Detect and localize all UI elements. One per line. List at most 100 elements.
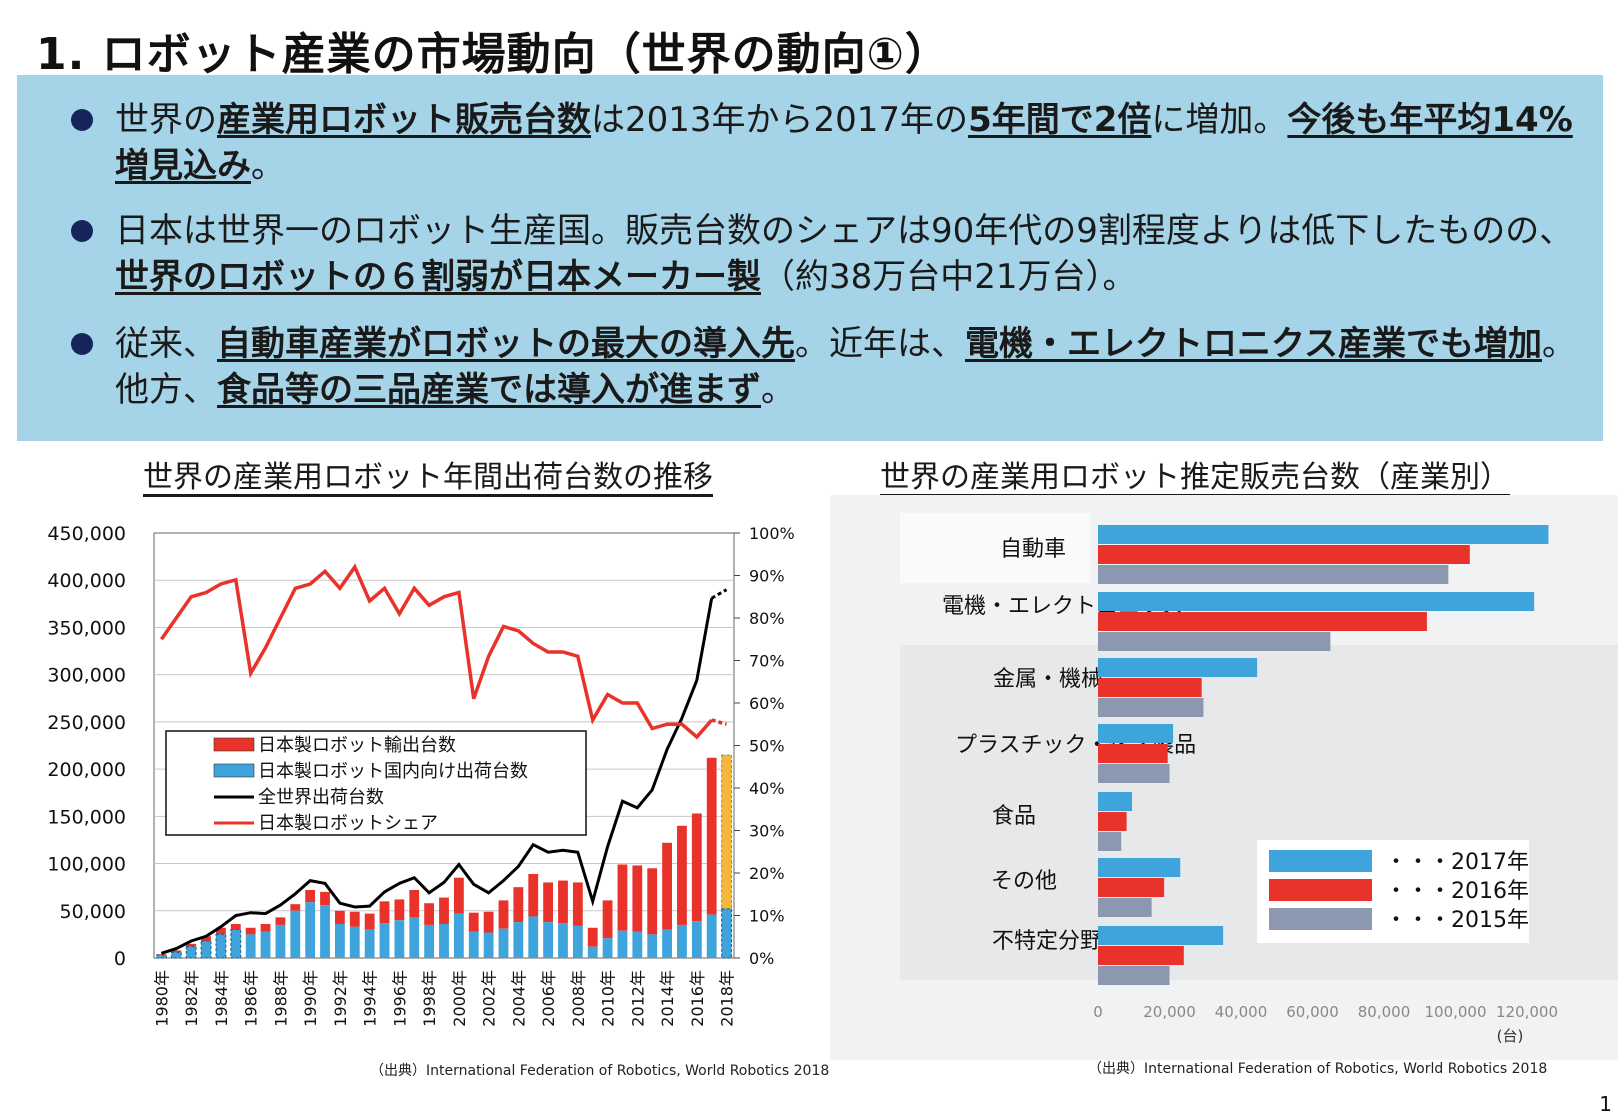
industry-bar xyxy=(1098,792,1132,811)
export-bar xyxy=(379,901,390,924)
y2-tick-label: 100% xyxy=(749,524,795,543)
x-tick-label: 2014年 xyxy=(658,970,677,1027)
export-bar xyxy=(260,924,271,932)
domestic-bar xyxy=(647,934,658,958)
industry-bar xyxy=(1098,632,1331,651)
y2-tick-label: 40% xyxy=(749,779,785,798)
domestic-bar xyxy=(572,925,583,958)
industry-bar xyxy=(1098,612,1427,631)
x-tick-label: 2016年 xyxy=(688,970,707,1027)
export-bar xyxy=(364,913,375,930)
export-bar xyxy=(216,927,226,935)
x-tick-label: 1998年 xyxy=(420,970,439,1027)
legend-label: ・・・2015年 xyxy=(1385,908,1529,933)
bullet-dot-icon xyxy=(71,220,93,242)
x-tick-label: 1984年 xyxy=(212,970,231,1027)
domestic-bar xyxy=(453,913,464,958)
domestic-bar xyxy=(379,923,390,958)
domestic-bar xyxy=(156,954,167,959)
industry-bar xyxy=(1098,678,1202,697)
y-tick-label: 450,000 xyxy=(47,523,126,545)
y-tick-label: 250,000 xyxy=(47,712,126,734)
x-tick-label: 1982年 xyxy=(182,970,201,1027)
x-unit-label: (台) xyxy=(1497,1027,1524,1045)
y-tick-label: 300,000 xyxy=(47,665,126,687)
x-tick-label: 1988年 xyxy=(271,970,290,1027)
bullet-industries: 従来、自動車産業がロボットの最大の導入先。近年は、電機・エレクトロニクス産業でも… xyxy=(71,321,1601,413)
japan-share-line xyxy=(159,563,714,740)
x-tick-label: 1996年 xyxy=(390,970,409,1027)
industry-bar xyxy=(1098,592,1535,611)
industry-bar xyxy=(1098,545,1470,564)
domestic-bar xyxy=(170,951,182,959)
export-bar xyxy=(453,877,464,914)
legend-label: ・・・2016年 xyxy=(1385,879,1529,904)
page-title: 1. ロボット産業の市場動向（世界の動向①） xyxy=(36,29,950,80)
chart2-source: （出典）International Federation of Robotics… xyxy=(1088,1061,1548,1077)
y2-tick-label: 10% xyxy=(749,907,785,926)
domestic-bar xyxy=(706,914,717,958)
chart1-source: （出典）International Federation of Robotics… xyxy=(370,1063,830,1079)
export-bar xyxy=(334,910,345,924)
export-bar xyxy=(572,882,583,926)
legend-swatch xyxy=(1269,908,1372,930)
legend-swatch xyxy=(1269,850,1372,872)
x-tick-label: 2004年 xyxy=(509,970,528,1027)
domestic-bar xyxy=(185,946,197,959)
export-bar xyxy=(305,890,316,903)
export-bar xyxy=(558,880,568,924)
x-tick-label: 2008年 xyxy=(569,970,588,1027)
domestic-bar xyxy=(305,902,316,958)
domestic-bar xyxy=(543,922,554,958)
domestic-bar xyxy=(677,924,687,958)
industry-bar xyxy=(1098,926,1224,945)
export-bar xyxy=(483,911,494,933)
export-bar xyxy=(498,900,509,929)
y-tick-label: 350,000 xyxy=(47,617,126,639)
x-tick-label: 1980年 xyxy=(152,970,171,1027)
domestic-bar xyxy=(483,932,494,958)
domestic-bar xyxy=(200,940,212,959)
domestic-bar xyxy=(424,924,435,958)
domestic-bar xyxy=(364,929,375,958)
industry-bar xyxy=(1098,744,1168,763)
bullet-dot-icon xyxy=(71,333,93,355)
export-bar xyxy=(632,865,643,932)
export-bar xyxy=(513,887,524,923)
domestic-bar xyxy=(691,921,702,958)
industry-bar xyxy=(1098,966,1170,985)
domestic-bar xyxy=(275,924,286,958)
export-bar xyxy=(186,943,197,947)
legend-label: 全世界出荷台数 xyxy=(258,787,384,808)
industry-bar xyxy=(1098,658,1258,677)
export-bar xyxy=(394,899,405,921)
y-tick-label: 50,000 xyxy=(60,901,126,923)
y2-tick-label: 80% xyxy=(749,609,785,628)
export-bar xyxy=(706,757,717,915)
bullet-text: 世界の産業用ロボット販売台数は2013年から2017年の5年間で2倍に増加。今後… xyxy=(115,100,1573,186)
industry-bar xyxy=(1098,812,1127,831)
export-bar xyxy=(230,924,241,930)
annual-shipments-chart: 0 50,000 100,000 150,000 200,000 250,000 300,0… xyxy=(47,523,795,1027)
domestic-bar xyxy=(320,905,330,958)
x-tick-label: 2018年 xyxy=(718,970,737,1027)
category-label: その他 xyxy=(991,869,1057,894)
export-bar xyxy=(662,842,672,930)
y2-tick-label: 60% xyxy=(749,694,785,713)
export-bar xyxy=(171,950,182,953)
export-bar xyxy=(290,904,301,911)
world-shipments-forecast-line xyxy=(710,588,728,600)
legend-label: 日本製ロボットシェア xyxy=(258,813,438,834)
export-bar xyxy=(677,825,687,925)
industry-bar xyxy=(1098,878,1165,897)
x-tick-label: 0 xyxy=(1093,1003,1103,1021)
industry-bar xyxy=(1098,898,1152,917)
y2-tick-label: 90% xyxy=(749,567,785,586)
legend-swatch xyxy=(1269,879,1372,901)
world-shipments-line xyxy=(160,597,714,955)
x-tick-label: 60,000 xyxy=(1286,1003,1339,1021)
export-bar xyxy=(543,882,554,923)
y2-tick-label: 70% xyxy=(749,652,785,671)
japan-share-forecast-line xyxy=(711,718,728,726)
chart1-title: 世界の産業用ロボット年間出荷台数の推移 xyxy=(143,460,713,495)
